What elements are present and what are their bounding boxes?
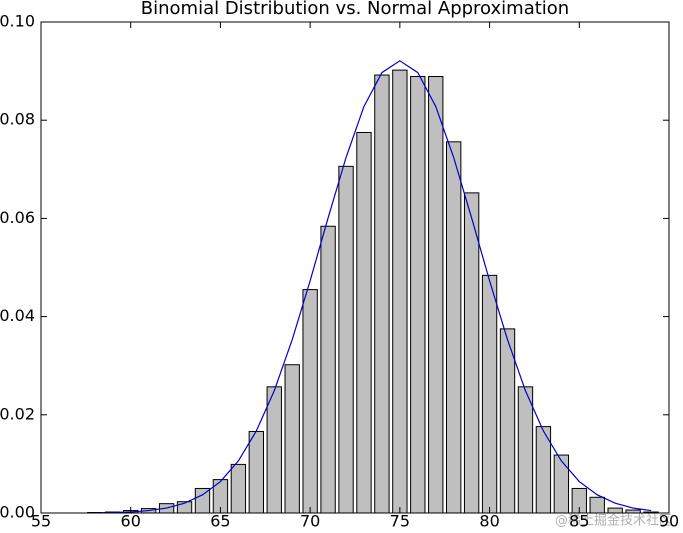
bar <box>517 386 534 514</box>
bar <box>284 364 300 514</box>
bar <box>194 487 211 514</box>
x-tick-label: 60 <box>121 512 141 531</box>
bar <box>446 141 462 514</box>
bar <box>481 274 498 514</box>
y-tick-label: 0.02 <box>0 404 35 423</box>
y-tick-label: 0.06 <box>0 208 35 227</box>
x-tick-label: 75 <box>390 512 410 531</box>
bar <box>320 225 336 514</box>
y-tick-label: 0.10 <box>0 12 35 31</box>
x-tick-label: 70 <box>300 512 320 531</box>
bar <box>356 131 372 514</box>
x-tick-label: 80 <box>479 512 499 531</box>
watermark: @稀土掘金技术社区 <box>555 513 672 529</box>
bar <box>338 165 354 514</box>
bar <box>230 463 247 514</box>
x-tick-label: 85 <box>569 512 589 531</box>
bar <box>410 76 426 514</box>
bar <box>589 496 605 514</box>
chart-title: Binomial Distribution vs. Normal Approxi… <box>141 0 569 19</box>
y-tick-label: 0.04 <box>0 306 35 325</box>
bar <box>302 289 318 514</box>
bar <box>428 76 444 514</box>
bar <box>499 328 516 514</box>
x-tick-label: 65 <box>210 512 230 531</box>
bar <box>553 454 570 514</box>
bar <box>392 69 408 514</box>
x-tick-label: 55 <box>31 512 51 531</box>
bar <box>248 430 264 514</box>
plot-frame <box>40 21 670 514</box>
y-tick-label: 0.08 <box>0 110 35 129</box>
bar <box>463 192 480 514</box>
y-tick-label: 0.00 <box>0 503 35 522</box>
bar <box>266 386 282 514</box>
bar <box>374 74 390 514</box>
normal-curve <box>94 60 652 514</box>
x-tick-label: 90 <box>659 512 679 531</box>
bar <box>607 507 623 514</box>
